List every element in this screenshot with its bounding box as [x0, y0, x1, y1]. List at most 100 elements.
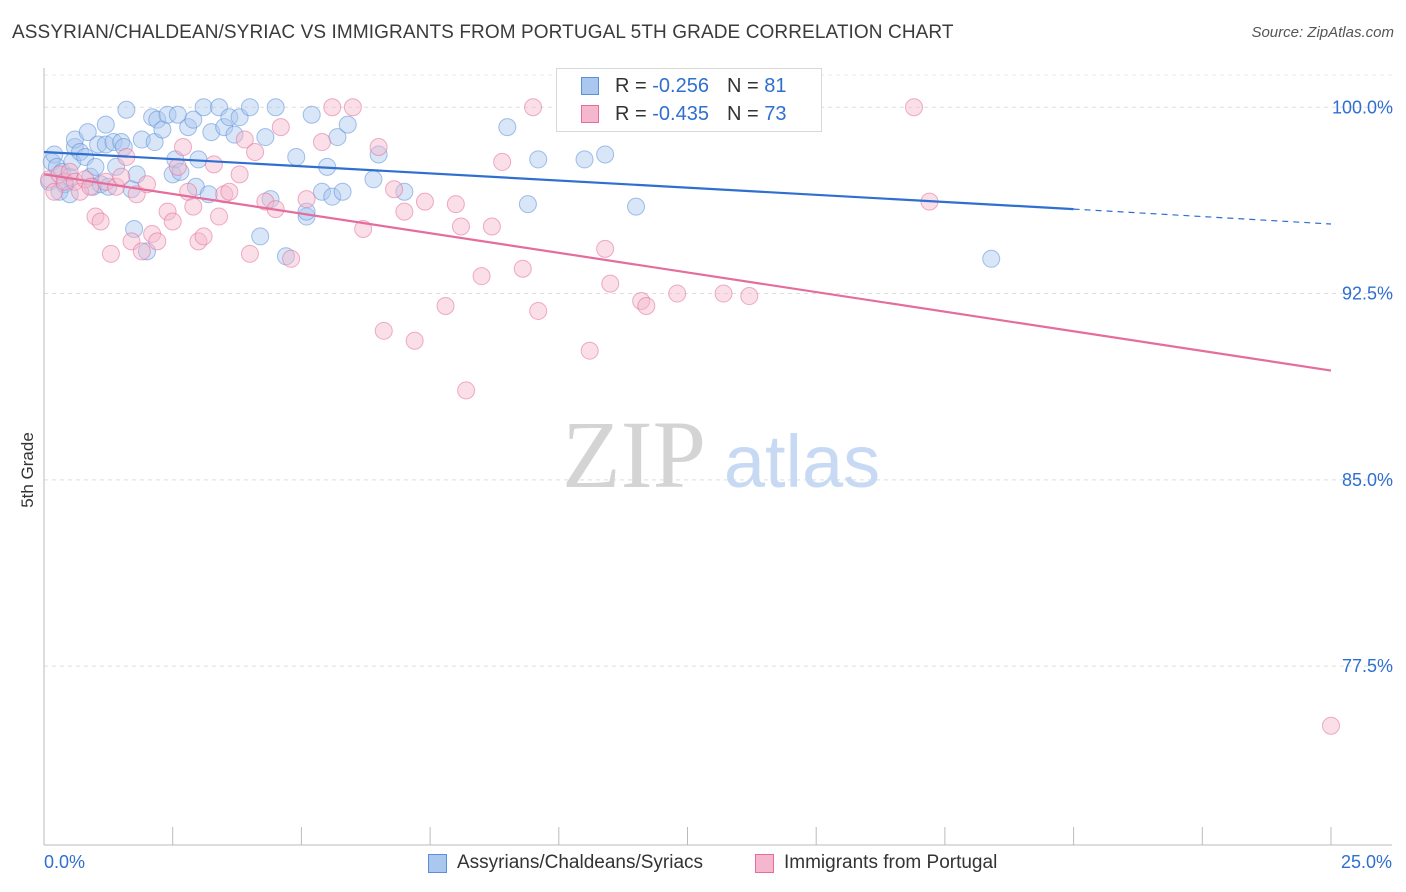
n-label: N =	[726, 74, 759, 97]
trend-line-assyrians-extension	[1073, 208, 1332, 225]
point-portugal	[189, 232, 208, 251]
point-portugal	[385, 180, 404, 199]
watermark-zip: ZIP	[562, 401, 706, 508]
point-portugal	[493, 152, 512, 171]
point-portugal	[405, 331, 424, 350]
chart-title: ASSYRIAN/CHALDEAN/SYRIAC VS IMMIGRANTS F…	[12, 22, 954, 43]
point-assyrians	[596, 145, 615, 164]
point-portugal	[596, 239, 615, 258]
point-portugal	[235, 130, 254, 149]
y-tick-label: 77.5%	[1342, 656, 1393, 676]
point-assyrians	[225, 125, 244, 144]
y-tick-label: 100.0%	[1332, 97, 1393, 117]
stats-legend: R = -0.256 N = 81 R = -0.435 N = 73	[556, 68, 822, 132]
point-portugal	[1322, 716, 1340, 735]
point-portugal	[513, 259, 532, 278]
point-assyrians	[89, 135, 108, 154]
legend-swatch-blue	[428, 853, 447, 873]
point-portugal	[668, 284, 687, 303]
trend-line-portugal	[43, 173, 1332, 372]
point-portugal	[230, 165, 249, 184]
y-tick-labels: 77.5% 85.0% 92.5% 100.0%	[1332, 97, 1393, 676]
point-portugal	[148, 232, 167, 251]
point-assyrians	[148, 110, 167, 129]
point-assyrians	[627, 197, 646, 216]
axes	[43, 68, 1392, 846]
y-tick-label: 92.5%	[1342, 284, 1393, 304]
r-label: R =	[615, 74, 647, 97]
pink-swatch	[581, 105, 599, 123]
point-portugal	[184, 197, 203, 216]
point-portugal	[220, 182, 239, 201]
point-portugal	[395, 202, 414, 221]
point-assyrians	[256, 128, 275, 147]
point-assyrians	[529, 150, 548, 169]
point-portugal	[637, 296, 656, 315]
point-portugal	[158, 202, 177, 221]
point-assyrians	[184, 110, 203, 129]
point-assyrians	[220, 108, 239, 127]
point-portugal	[194, 227, 213, 246]
point-assyrians	[117, 100, 136, 119]
point-assyrians	[71, 142, 90, 161]
blue-swatch	[581, 77, 599, 95]
x-tick-label-max: 25.0%	[1340, 852, 1392, 872]
point-assyrians	[333, 182, 352, 201]
point-assyrians	[323, 187, 342, 206]
point-assyrians	[982, 249, 1001, 268]
point-portugal	[632, 292, 651, 311]
point-assyrians	[194, 98, 213, 117]
point-portugal	[451, 217, 470, 236]
point-portugal	[472, 267, 491, 286]
legend-swatch-pink	[755, 853, 774, 873]
point-portugal	[312, 133, 331, 152]
point-assyrians	[312, 182, 331, 201]
legend-label-assyrians: Assyrians/Chaldeans/Syriacs	[457, 852, 704, 873]
y-axis-label: 5th Grade	[18, 432, 37, 508]
point-portugal	[256, 192, 275, 211]
point-portugal	[112, 167, 131, 186]
point-assyrians	[215, 118, 234, 137]
point-portugal	[601, 274, 620, 293]
n-value-pink: 73	[764, 102, 787, 125]
point-assyrians	[498, 118, 517, 137]
r-label: R =	[615, 102, 647, 125]
trend-lines	[43, 150, 1332, 372]
point-assyrians	[364, 170, 383, 189]
source-credit: Source: ZipAtlas.com	[1251, 24, 1394, 41]
point-assyrians	[518, 195, 537, 214]
r-value-pink: -0.435	[652, 102, 709, 125]
point-assyrians	[158, 105, 177, 124]
point-portugal	[714, 284, 733, 303]
r-value-blue: -0.256	[652, 74, 709, 97]
point-portugal	[246, 142, 265, 161]
point-portugal	[297, 190, 316, 209]
point-assyrians	[251, 227, 270, 246]
point-assyrians	[338, 115, 357, 134]
watermark-atlas: atlas	[724, 420, 880, 503]
point-portugal	[132, 242, 151, 261]
point-assyrians	[240, 98, 259, 117]
point-assyrians	[575, 150, 594, 169]
point-portugal	[580, 341, 599, 360]
point-assyrians	[287, 147, 306, 166]
point-assyrians	[86, 157, 105, 176]
point-portugal	[343, 98, 362, 117]
legend-label-portugal: Immigrants from Portugal	[784, 852, 998, 873]
point-portugal	[529, 301, 548, 320]
n-value-blue: 81	[764, 74, 787, 97]
point-portugal	[374, 321, 393, 340]
point-assyrians	[78, 123, 97, 142]
point-assyrians	[171, 162, 190, 181]
point-portugal	[168, 157, 187, 176]
point-portugal	[282, 249, 301, 268]
point-assyrians	[266, 98, 285, 117]
point-portugal	[482, 217, 501, 236]
point-assyrians	[395, 182, 414, 201]
point-portugal	[436, 296, 455, 315]
point-portugal	[271, 118, 290, 137]
point-portugal	[240, 244, 259, 263]
legend-item-assyrians: Assyrians/Chaldeans/Syriacs	[428, 852, 703, 874]
point-assyrians	[276, 247, 295, 266]
